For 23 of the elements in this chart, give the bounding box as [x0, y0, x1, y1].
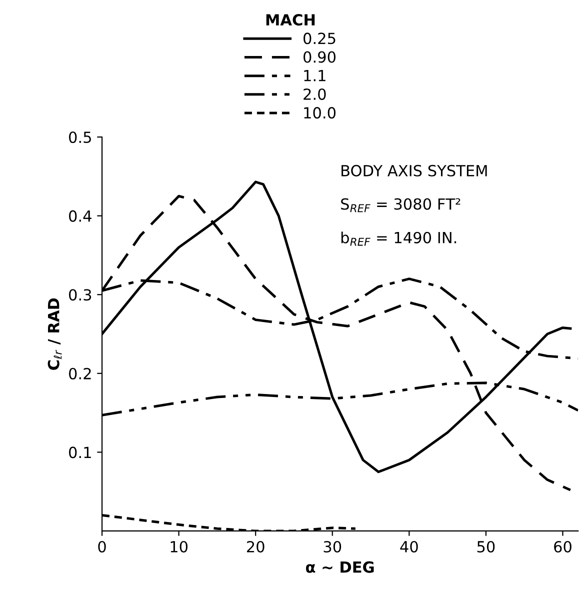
x-tick-label: 10 [170, 540, 188, 553]
y-axis-title: C$_{ℓr}$ / RAD [48, 298, 62, 370]
legend-label: 1.1 [304, 70, 326, 82]
y-tick-label: 0.4 [69, 210, 92, 222]
legend-label: 0.90 [304, 51, 336, 63]
legend-label: 2.0 [304, 88, 326, 100]
y-tick-label: 0.3 [69, 289, 92, 301]
x-tick-label: 40 [400, 540, 418, 553]
x-tick-label: 20 [246, 540, 264, 553]
annotation: b$_{REF}$ = 1490 IN. [341, 232, 456, 246]
y-tick-label: 0.5 [69, 131, 91, 144]
x-tick-label: 0 [98, 540, 106, 553]
y-tick-label: 0.1 [69, 446, 91, 458]
legend-label: 0.25 [304, 32, 336, 44]
legend-title: MACH [266, 14, 315, 26]
legend-label: 10.0 [304, 107, 336, 119]
x-tick-label: 50 [477, 540, 495, 553]
annotation: BODY AXIS SYSTEM [342, 164, 487, 176]
annotation: S$_{REF}$ = 3080 FT² [341, 198, 460, 212]
x-tick-label: 60 [554, 540, 572, 553]
x-tick-label: 30 [324, 540, 342, 553]
y-tick-label: 0.2 [69, 368, 91, 380]
x-axis-title: α ~ DEG [306, 561, 374, 573]
